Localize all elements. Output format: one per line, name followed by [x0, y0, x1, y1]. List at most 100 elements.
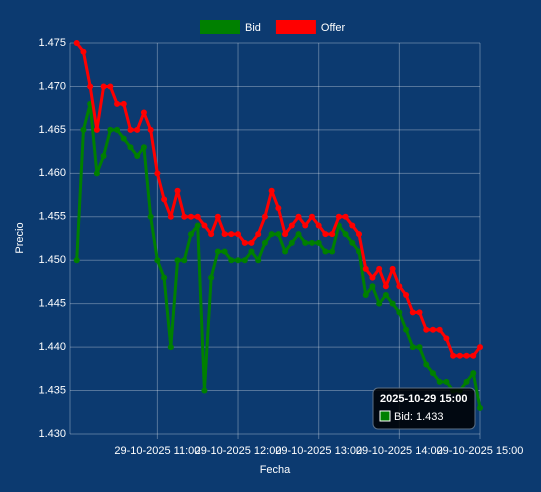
- data-point: [161, 196, 168, 203]
- legend-label: Bid: [245, 22, 261, 34]
- data-point: [187, 213, 194, 220]
- data-point: [349, 239, 356, 246]
- data-point: [470, 370, 477, 377]
- y-tick-label: 1.460: [38, 167, 66, 179]
- y-tick-label: 1.475: [38, 37, 66, 49]
- data-point: [214, 248, 221, 255]
- data-point: [134, 152, 141, 159]
- data-point: [382, 283, 389, 290]
- data-point: [349, 222, 356, 229]
- y-tick-label: 1.470: [38, 80, 66, 92]
- data-point: [87, 83, 94, 90]
- data-point: [443, 378, 450, 385]
- data-point: [429, 326, 436, 333]
- data-point: [376, 265, 383, 272]
- data-point: [308, 213, 315, 220]
- data-point: [335, 213, 342, 220]
- tooltip-swatch: [379, 410, 391, 422]
- data-point: [322, 231, 329, 238]
- data-point: [201, 222, 208, 229]
- data-point: [154, 257, 161, 264]
- data-point: [120, 135, 127, 142]
- data-point: [302, 239, 309, 246]
- data-point: [228, 231, 235, 238]
- data-point: [268, 231, 275, 238]
- data-point: [241, 257, 248, 264]
- data-point: [228, 257, 235, 264]
- data-point: [389, 265, 396, 272]
- data-point: [93, 126, 100, 133]
- data-point: [80, 126, 87, 133]
- data-point: [423, 361, 430, 368]
- data-point: [436, 326, 443, 333]
- data-point: [409, 344, 416, 351]
- data-point: [477, 344, 483, 351]
- data-point: [356, 248, 363, 255]
- data-point: [181, 213, 188, 220]
- tooltip-box: [372, 387, 476, 430]
- data-point: [423, 326, 430, 333]
- data-point: [73, 257, 80, 264]
- data-point: [456, 352, 463, 359]
- data-point: [248, 239, 255, 246]
- y-tick-label: 1.465: [38, 124, 66, 136]
- data-point: [275, 205, 282, 212]
- data-point: [389, 300, 396, 307]
- data-point: [282, 231, 289, 238]
- legend-swatch: [275, 20, 316, 34]
- data-point: [255, 257, 262, 264]
- data-point: [107, 126, 114, 133]
- data-point: [416, 344, 423, 351]
- x-tick-label: 29-10-2025 11:00: [114, 445, 200, 457]
- data-point: [409, 309, 416, 316]
- data-point: [80, 48, 87, 55]
- data-point: [275, 231, 282, 238]
- tooltip-title: 2025-10-29 15:00: [380, 393, 467, 405]
- data-point: [315, 239, 322, 246]
- data-point: [235, 231, 242, 238]
- x-tick-label: 29-10-2025 13:00: [275, 445, 362, 457]
- data-point: [208, 231, 215, 238]
- data-point: [362, 291, 369, 298]
- data-point: [329, 231, 336, 238]
- data-point: [396, 283, 403, 290]
- data-point: [356, 231, 363, 238]
- data-point: [282, 248, 289, 255]
- data-point: [73, 40, 80, 46]
- data-point: [127, 144, 134, 151]
- data-point: [147, 213, 154, 220]
- data-point: [463, 378, 470, 385]
- y-tick-label: 1.440: [38, 341, 66, 353]
- data-point: [443, 335, 450, 342]
- y-axis-title: Precio: [14, 222, 26, 253]
- data-point: [167, 213, 174, 220]
- data-point: [174, 187, 181, 194]
- data-point: [362, 265, 369, 272]
- tooltip-text: Bid: 1.433: [394, 411, 444, 423]
- y-tick-label: 1.445: [38, 298, 66, 310]
- data-point: [194, 222, 201, 229]
- data-point: [396, 309, 403, 316]
- data-point: [194, 213, 201, 220]
- data-point: [140, 144, 147, 151]
- x-tick-label: 29-10-2025 14:00: [356, 445, 443, 457]
- data-point: [114, 126, 121, 133]
- data-point: [436, 378, 443, 385]
- data-point: [134, 126, 141, 133]
- data-point: [248, 248, 255, 255]
- data-point: [329, 248, 336, 255]
- data-point: [322, 248, 329, 255]
- data-point: [477, 404, 483, 411]
- data-point: [261, 213, 268, 220]
- x-tick-label: 29-10-2025 12:00: [195, 445, 282, 457]
- y-tick-label: 1.435: [38, 384, 66, 396]
- data-point: [147, 126, 154, 133]
- data-point: [261, 239, 268, 246]
- data-point: [241, 239, 248, 246]
- data-point: [161, 274, 168, 281]
- data-point: [214, 213, 221, 220]
- legend-swatch: [200, 20, 240, 34]
- data-point: [376, 300, 383, 307]
- data-point: [221, 248, 228, 255]
